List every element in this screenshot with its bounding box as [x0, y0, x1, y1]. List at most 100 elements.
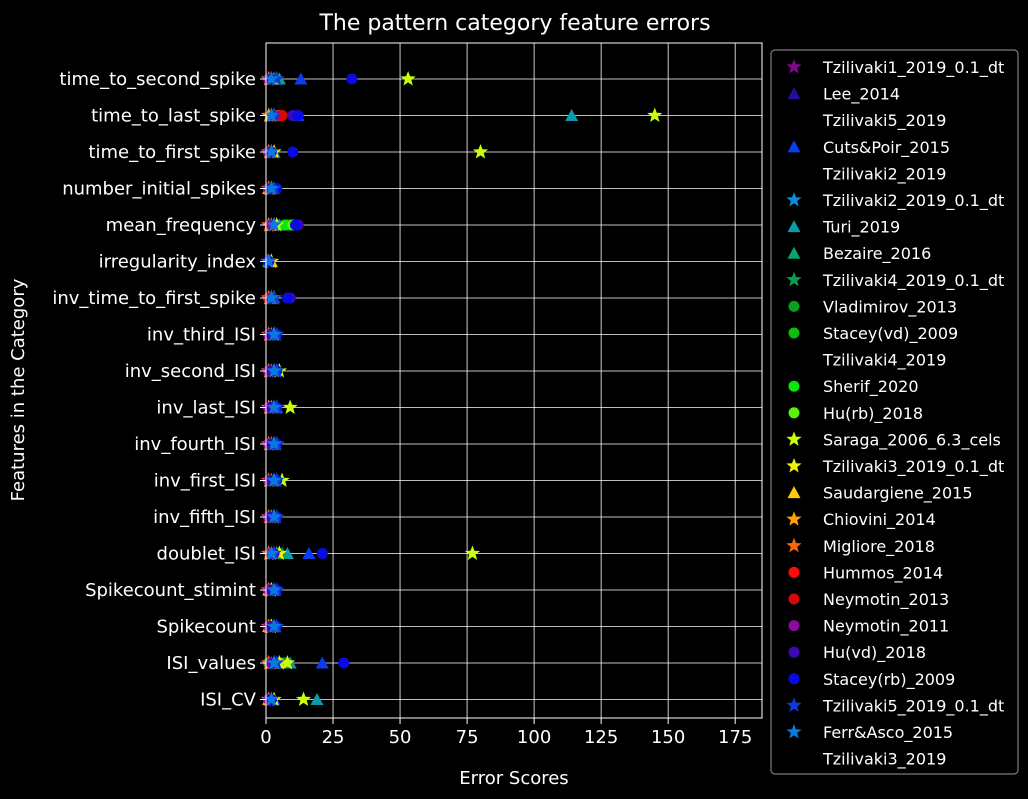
legend-item: Neymotin_2011 [788, 617, 949, 637]
series-group [262, 72, 329, 706]
series-group [263, 73, 293, 705]
data-point [310, 693, 324, 706]
legend-label: Tzilivaki4_2019 [822, 351, 946, 371]
legend-item: Lee_2014 [787, 85, 900, 105]
data-point [266, 436, 282, 451]
legend-item: Hummos_2014 [788, 563, 943, 583]
legend-marker [788, 300, 800, 312]
legend-label: Hu(rb)_2018 [823, 404, 923, 424]
legend-marker [788, 646, 800, 658]
series-group [261, 71, 285, 706]
series-group [263, 71, 288, 706]
grid [265, 43, 762, 718]
y-tick-label: ISI_CV [200, 690, 257, 711]
legend-frame [770, 49, 1019, 775]
legend-marker [786, 511, 802, 526]
legend-item: Cuts&Poir_2015 [787, 138, 950, 158]
legend-item: Tzilivaki1_2019_0.1_dt [786, 58, 1004, 78]
series-group [263, 71, 663, 706]
y-tick-label: time_to_first_spike [88, 142, 256, 163]
chart-title: The pattern category feature errors [318, 11, 710, 36]
legend-marker [787, 486, 801, 499]
data-point [266, 618, 282, 633]
legend-label: Migliore_2018 [823, 537, 935, 557]
legend-label: Tzilivaki2_2019_0.1_dt [822, 191, 1004, 211]
legend-label: Neymotin_2011 [823, 617, 949, 637]
series-group [263, 73, 304, 705]
legend-item: Tzilivaki4_2019 [822, 351, 946, 371]
data-point [276, 110, 288, 121]
legend-label: Hummos_2014 [823, 563, 943, 583]
series-group [261, 71, 279, 706]
legend-label: Stacey(vd)_2009 [823, 324, 958, 344]
legend-label: Turi_2019 [822, 218, 900, 238]
legend-item: Migliore_2018 [786, 537, 935, 557]
data-point [295, 691, 312, 706]
data-point [316, 548, 328, 559]
y-tick-label: inv_last_ISI [156, 398, 256, 419]
legend-marker [787, 87, 801, 100]
legend-item: Vladimirov_2013 [788, 297, 957, 317]
data-point [266, 399, 282, 414]
data-point [346, 73, 358, 85]
legend-item: Tzilivaki3_2019 [822, 750, 946, 770]
series-group [261, 71, 282, 706]
x-tick-labels: 0 25 50 75 100 125 150 175 [260, 718, 752, 748]
legend-marker [788, 380, 800, 392]
legend-marker [786, 192, 802, 207]
y-tick-label: Spikecount_stimint [85, 580, 256, 601]
data-point [266, 363, 282, 378]
data-point [266, 326, 282, 341]
legend-item: Tzilivaki3_2019_0.1_dt [786, 457, 1004, 477]
y-axis-label: Features in the Category [8, 278, 29, 501]
data-point [263, 545, 279, 560]
x-tick-label: 50 [389, 727, 412, 748]
y-tick-label: inv_first_ISI [154, 471, 256, 492]
legend-marker [788, 620, 800, 632]
data-point [647, 107, 663, 122]
data-point [292, 110, 304, 121]
data-point [400, 71, 416, 86]
legend-label: Tzilivaki4_2019_0.1_dt [822, 271, 1004, 291]
legend: Tzilivaki1_2019_0.1_dt Lee_2014 Tzilivaki5… [770, 49, 1019, 775]
series-group [263, 73, 299, 705]
data-point [263, 691, 279, 706]
series-group [262, 72, 292, 706]
data-point [279, 219, 291, 231]
legend-label: Bezaire_2016 [823, 244, 931, 264]
legend-label: Hu(vd)_2018 [823, 643, 926, 663]
legend-label: Tzilivaki5_2019 [822, 111, 946, 131]
series-group [261, 71, 282, 706]
y-tick-label: number_initial_spikes [62, 179, 256, 200]
data-point [472, 144, 489, 159]
data-point [338, 657, 350, 669]
legend-item: Tzilivaki5_2019_0.1_dt [786, 696, 1004, 716]
y-tick-label: time_to_second_spike [59, 69, 256, 90]
y-tick-label: inv_time_to_first_spike [52, 288, 256, 309]
series-group [262, 72, 579, 706]
legend-marker [786, 458, 802, 473]
legend-label: Cuts&Poir_2015 [823, 138, 950, 158]
legend-label: Saudargiene_2015 [823, 484, 973, 504]
x-tick-label: 125 [584, 727, 618, 748]
legend-marker [788, 407, 800, 419]
y-tick-label: ISI_values [166, 653, 256, 674]
data-point [263, 290, 279, 305]
data-point [266, 655, 282, 670]
legend-marker [786, 271, 802, 287]
legend-item: Hu(vd)_2018 [788, 643, 926, 663]
legend-label: Tzilivaki3_2019_0.1_dt [822, 457, 1004, 477]
x-tick-label: 75 [456, 727, 479, 748]
legend-marker [787, 220, 801, 233]
legend-marker [786, 431, 802, 446]
series-group [261, 71, 277, 706]
data-point [464, 545, 481, 560]
data-point [263, 71, 279, 86]
data-point [565, 109, 579, 122]
legend-item: Saraga_2006_6.3_cels [786, 430, 1001, 450]
x-tick-label: 150 [651, 727, 685, 748]
legend-label: Ferr&Asco_2015 [823, 723, 953, 743]
legend-marker [786, 59, 802, 74]
series-group [262, 72, 281, 706]
